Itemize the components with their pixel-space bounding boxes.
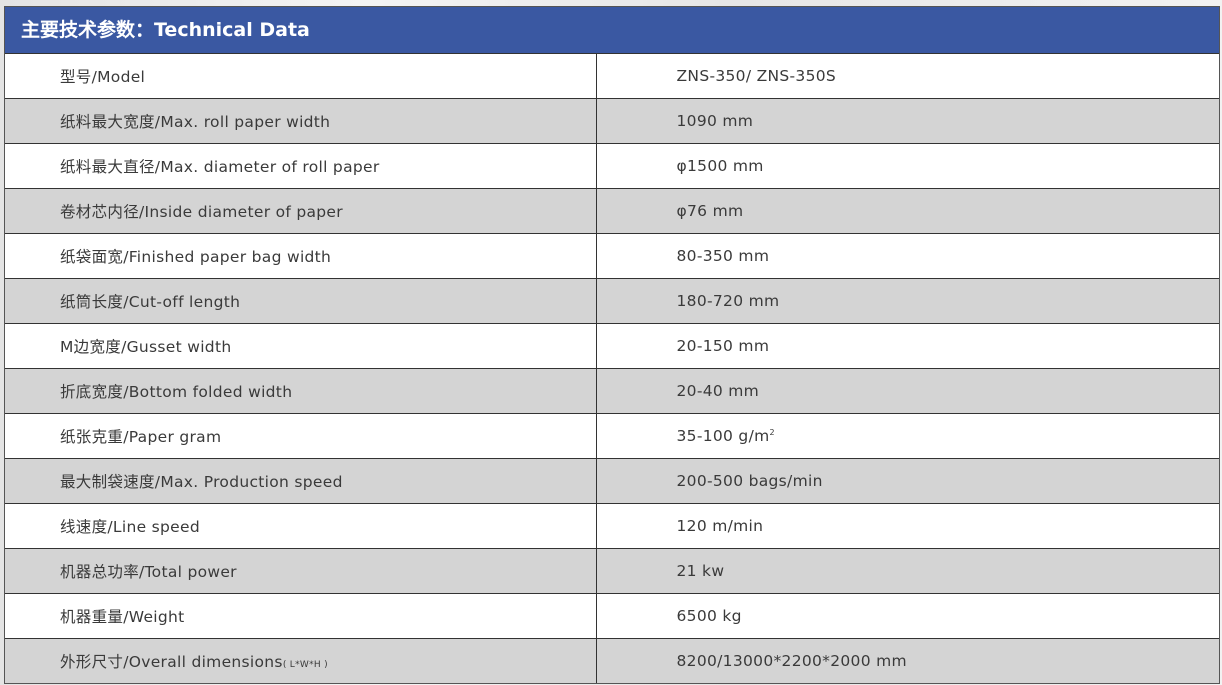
spec-value: 35-100 g/m2	[596, 413, 1219, 459]
table-row: 型号/Model ZNS-350/ ZNS-350S	[5, 54, 1219, 99]
spec-label: 卷材芯内径/Inside diameter of paper	[5, 188, 597, 234]
table-row: 纸张克重/Paper gram 35-100 g/m2	[5, 413, 1219, 459]
spec-label: 纸筒长度/Cut-off length	[5, 278, 597, 324]
table-row: 线速度/Line speed 120 m/min	[5, 503, 1219, 549]
value-text: 8200/13000*2200*2000 mm	[676, 652, 907, 670]
spec-label: 纸料最大宽度/Max. roll paper width	[5, 98, 597, 144]
table-row: 卷材芯内径/Inside diameter of paper φ76 mm	[5, 188, 1219, 234]
spec-value: 20-40 mm	[596, 368, 1219, 414]
table-row: 纸料最大直径/Max. diameter of roll paper φ1500 …	[5, 143, 1219, 189]
table-row: 纸袋面宽/Finished paper bag width 80-350 mm	[5, 233, 1219, 279]
value-superscript: 2	[769, 427, 775, 437]
value-text: 120 m/min	[676, 517, 764, 535]
label-text: 卷材芯内径/Inside diameter of paper	[60, 203, 343, 221]
label-text: M边宽度/Gusset width	[60, 338, 232, 356]
table-row: 纸筒长度/Cut-off length 180-720 mm	[5, 278, 1219, 324]
value-text: 80-350 mm	[676, 247, 770, 265]
spec-value: 21 kw	[596, 548, 1219, 594]
label-text: 型号/Model	[60, 68, 146, 86]
label-text: 机器总功率/Total power	[60, 563, 237, 581]
label-text: 纸张克重/Paper gram	[60, 428, 222, 446]
spec-label: 线速度/Line speed	[5, 503, 597, 549]
value-text: 21 kw	[676, 562, 725, 580]
table-row: 机器总功率/Total power 21 kw	[5, 548, 1219, 594]
spec-label: M边宽度/Gusset width	[5, 323, 597, 369]
label-text: 纸料最大直径/Max. diameter of roll paper	[60, 158, 380, 176]
spec-label: 纸袋面宽/Finished paper bag width	[5, 233, 597, 279]
spec-value: ZNS-350/ ZNS-350S	[596, 54, 1219, 99]
value-text: 35-100 g/m	[676, 427, 770, 445]
value-text: 1090 mm	[676, 112, 754, 130]
spec-label: 机器重量/Weight	[5, 593, 597, 639]
spec-label: 纸张克重/Paper gram	[5, 413, 597, 459]
label-text: 纸筒长度/Cut-off length	[60, 293, 241, 311]
spec-value: φ1500 mm	[596, 143, 1219, 189]
table-title: 主要技术参数：Technical Data	[5, 7, 1219, 54]
spec-value: 80-350 mm	[596, 233, 1219, 279]
spec-label: 最大制袋速度/Max. Production speed	[5, 458, 597, 504]
value-text: 6500 kg	[676, 607, 742, 625]
spec-value: φ76 mm	[596, 188, 1219, 234]
table-row: 最大制袋速度/Max. Production speed 200-500 bags…	[5, 458, 1219, 504]
table-row: 折底宽度/Bottom folded width 20-40 mm	[5, 368, 1219, 414]
value-text: 20-40 mm	[676, 382, 760, 400]
label-text: 折底宽度/Bottom folded width	[60, 383, 293, 401]
value-text: 20-150 mm	[676, 337, 770, 355]
label-text: 外形尺寸/Overall dimensions	[60, 653, 283, 671]
spec-label: 折底宽度/Bottom folded width	[5, 368, 597, 414]
label-text: 纸袋面宽/Finished paper bag width	[60, 248, 332, 266]
label-text: 机器重量/Weight	[60, 608, 185, 626]
spec-value: 1090 mm	[596, 98, 1219, 144]
table-row: 外形尺寸/Overall dimensions( L*W*H ) 8200/130…	[5, 638, 1219, 683]
value-text: φ1500 mm	[676, 157, 764, 175]
spec-label: 型号/Model	[5, 54, 597, 99]
value-text: 200-500 bags/min	[676, 472, 823, 490]
spec-value: 6500 kg	[596, 593, 1219, 639]
label-text: 最大制袋速度/Max. Production speed	[60, 473, 343, 491]
spec-value: 180-720 mm	[596, 278, 1219, 324]
table-row: 纸料最大宽度/Max. roll paper width 1090 mm	[5, 98, 1219, 144]
technical-data-table: 主要技术参数：Technical Data 型号/Model ZNS-350/ Z…	[4, 6, 1220, 684]
value-text: ZNS-350/ ZNS-350S	[676, 67, 837, 85]
spec-label: 纸料最大直径/Max. diameter of roll paper	[5, 143, 597, 189]
spec-value: 8200/13000*2200*2000 mm	[596, 638, 1219, 683]
table-row: M边宽度/Gusset width 20-150 mm	[5, 323, 1219, 369]
value-text: 180-720 mm	[676, 292, 780, 310]
spec-label: 外形尺寸/Overall dimensions( L*W*H )	[5, 638, 597, 683]
label-suffix: ( L*W*H )	[282, 660, 328, 670]
spec-label: 机器总功率/Total power	[5, 548, 597, 594]
value-text: φ76 mm	[676, 202, 744, 220]
table-row: 机器重量/Weight 6500 kg	[5, 593, 1219, 639]
spec-value: 120 m/min	[596, 503, 1219, 549]
label-text: 纸料最大宽度/Max. roll paper width	[60, 113, 331, 131]
label-text: 线速度/Line speed	[60, 518, 200, 536]
spec-value: 200-500 bags/min	[596, 458, 1219, 504]
spec-value: 20-150 mm	[596, 323, 1219, 369]
